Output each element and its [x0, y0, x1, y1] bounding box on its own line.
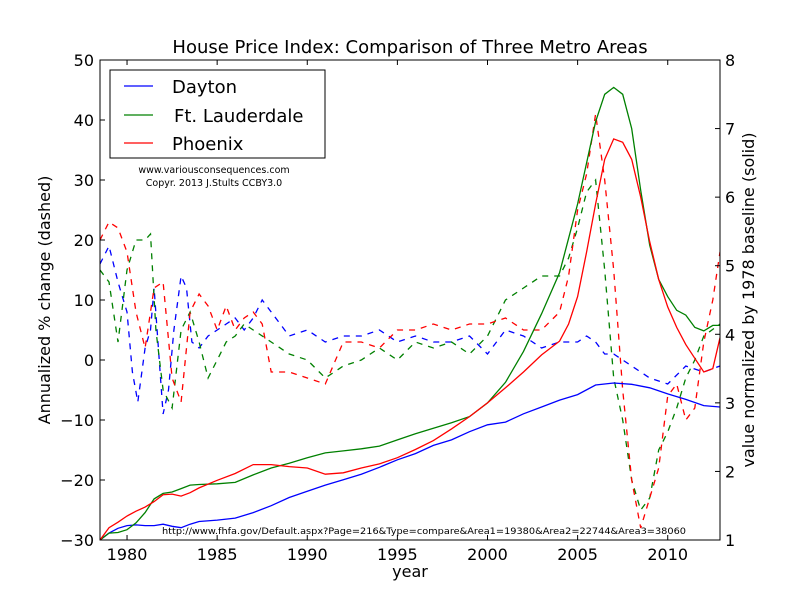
x-tick-label: 1990 [287, 545, 328, 564]
legend: Dayton Ft. Lauderdale Phoenix [109, 69, 326, 159]
y-axis-right: 1 2 3 4 5 6 7 8 [715, 51, 735, 550]
series-phoenix-normalized-solid [100, 138, 720, 540]
y-axis-right-label: value normalized by 1978 baseline (solid… [739, 132, 758, 467]
x-tick-label: 2010 [647, 545, 688, 564]
series-dayton-annualized-dashed [100, 244, 720, 415]
y-axis-left: −30 −20 −10 0 10 20 30 40 50 [60, 51, 105, 550]
y-left-tick-label: 40 [74, 111, 94, 130]
legend-label-phoenix: Phoenix [172, 134, 244, 155]
y-right-tick-label: 8 [725, 51, 735, 70]
chart-title: House Price Index: Comparison of Three M… [172, 37, 647, 58]
y-left-tick-label: 20 [74, 231, 94, 250]
x-axis: 1980 1985 1990 1995 2000 2005 2010 [107, 60, 688, 564]
y-right-tick-label: 6 [725, 188, 735, 207]
series-ft-lauderdale-annualized-dashed [100, 178, 720, 512]
series-dayton-normalized-solid [100, 382, 720, 540]
y-left-tick-label: 50 [74, 51, 94, 70]
x-tick-label: 2005 [557, 545, 598, 564]
y-left-tick-label: −20 [60, 471, 94, 490]
x-tick-label: 2000 [467, 545, 508, 564]
y-right-tick-label: 1 [725, 531, 735, 550]
y-left-tick-label: 30 [74, 171, 94, 190]
legend-label-ft-lauderdale: Ft. Lauderdale [174, 106, 303, 127]
y-right-tick-label: 4 [725, 325, 735, 344]
x-tick-label: 1980 [107, 545, 148, 564]
credit-line-1: www.variousconsequences.com [138, 165, 289, 176]
y-right-tick-label: 3 [725, 394, 735, 413]
y-right-tick-label: 2 [725, 462, 735, 481]
y-left-tick-label: 10 [74, 291, 94, 310]
y-left-tick-label: −30 [60, 531, 94, 550]
legend-label-dayton: Dayton [172, 77, 237, 98]
series-layer [100, 86, 720, 540]
y-axis-left-label: Annualized % change (dashed) [35, 176, 54, 425]
source-url: http://www.fhfa.gov/Default.aspx?Page=21… [162, 526, 686, 537]
x-axis-label: year [392, 562, 428, 581]
credit-line-2: Copyr. 2013 J.Stults CCBY3.0 [146, 178, 282, 189]
y-right-tick-label: 5 [725, 257, 735, 276]
y-left-tick-label: −10 [60, 411, 94, 430]
x-tick-label: 1995 [377, 545, 418, 564]
y-right-tick-label: 7 [725, 120, 735, 139]
x-tick-label: 1985 [197, 545, 238, 564]
y-left-tick-label: 0 [84, 351, 94, 370]
